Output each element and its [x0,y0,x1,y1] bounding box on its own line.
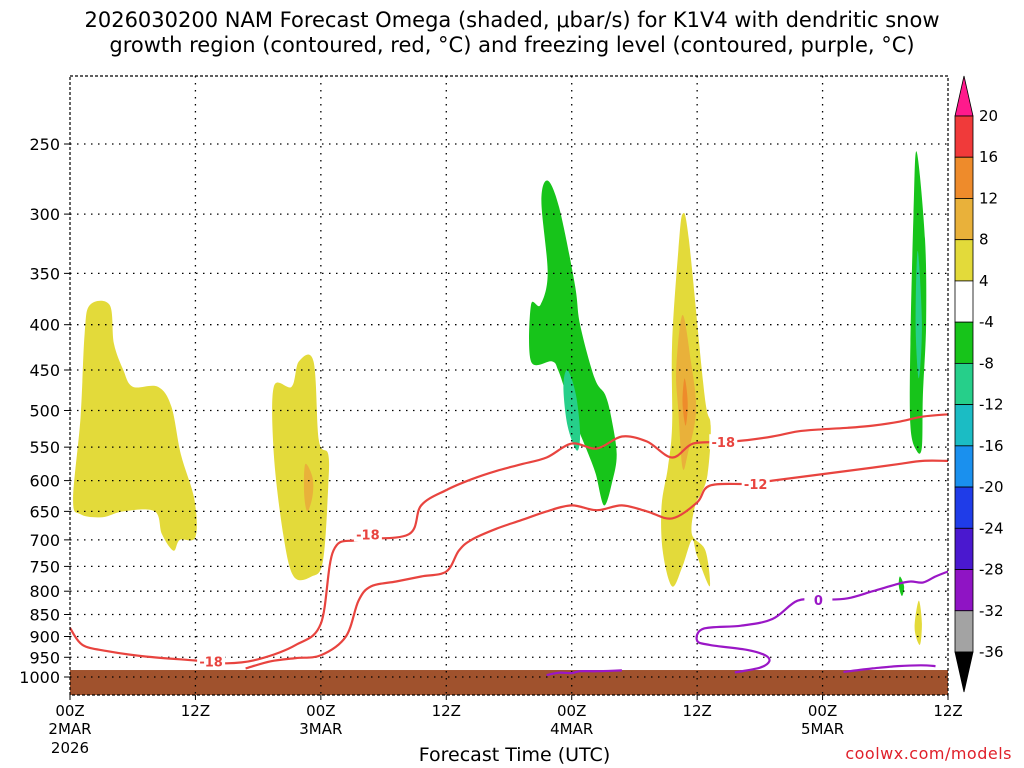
ytick-label-600: 600 [29,472,60,491]
colorbar-band-10 [954,527,974,570]
xtick-label-60: 12Z [682,702,711,720]
ytick-label-800: 800 [29,582,60,601]
colorbar-label-12: -32 [979,602,1004,620]
xtick-label-12: 12Z [181,702,210,720]
xtick-date-24: 3MAR [299,720,342,738]
colorbar-band-5 [954,321,974,364]
colorbar-label-1: 16 [979,148,998,166]
ground-layer [70,670,948,695]
plot-frame [69,75,949,696]
ytick-label-700: 700 [29,531,60,550]
title-line-2: growth region (contoured, red, °C) and f… [109,33,915,57]
colorbar-band-1 [954,156,974,199]
contour-dgz-minus12 [245,459,948,670]
colorbar-band-2 [954,198,974,241]
colorbar-label-6: -8 [979,354,994,372]
colorbar-label-0: 20 [979,107,998,125]
colorbar-label-2: 12 [979,189,998,207]
xtick-label-84: 12Z [933,702,962,720]
omega-region-rise-5mar-pm-low [914,600,922,645]
xtick-date-0: 2MAR [48,720,91,738]
colorbar-label-7: -12 [979,396,1004,414]
contour-label-dgz-minus18-0: -18 [199,655,223,670]
ground-fill [70,670,948,695]
xtick-date-72: 5MAR [801,720,844,738]
xtick-label-24: 00Z [306,702,335,720]
ytick-label-650: 650 [29,502,60,521]
omega-shading-layer [73,151,927,645]
omega-region-rise-2mar-late [272,354,330,581]
colorbar-band-6 [954,362,974,406]
omega-region-rise-2mar-early [73,300,197,551]
colorbar-label-8: -16 [979,437,1004,455]
contour-label-bg-dgz-minus18-2 [709,434,738,450]
chart-title: 2026030200 NAM Forecast Omega (shaded, μ… [0,8,1024,58]
ytick-label-550: 550 [29,438,60,457]
colorbar-band-9 [954,486,974,529]
contour-label-dgz-minus12-0: -12 [744,478,768,493]
colorbar-label-5: -4 [979,313,994,331]
axes-layer: 250 300 350 400 450 500 550 600 650 700 750 800 850 9… [19,75,963,757]
colorbar-label-4: 4 [979,272,989,290]
colorbar-band-11 [954,569,974,612]
contour-label-bg-dgz-minus18-1 [353,526,382,542]
contour-label-bg-freezing-level-0b-0 [804,591,833,607]
contour-dgz-minus18 [70,413,948,665]
colorbar-label-11: -28 [979,561,1004,579]
contour-freezing-level-0b [695,570,948,674]
contour-freezing-level-0 [546,669,622,677]
colorbar-cap-bottom [954,651,974,693]
omega-region-rise-4mar-pm-max [682,378,688,426]
colorbar-band-12 [954,610,974,653]
contour-layer: -18 -18 -18 -12 0 [70,413,948,677]
colorbar-label-10: -24 [979,519,1004,537]
omega-region-rise-2mar-late-core [303,463,314,512]
ytick-label-1000: 1000 [19,668,60,687]
contour-label-bg-dgz-minus18-0 [197,653,226,669]
contour-label-bg-dgz-minus12-0 [741,475,770,491]
ytick-label-750: 750 [29,557,60,576]
x-axis-label: Forecast Time (UTC) [418,744,611,766]
ytick-label-350: 350 [29,264,60,283]
xtick-label-36: 12Z [432,702,461,720]
ytick-label-850: 850 [29,606,60,625]
credit-text: coolwx.com/models [845,744,1012,763]
ytick-label-250: 250 [29,135,60,154]
ytick-label-500: 500 [29,402,60,421]
colorbar-band-0 [954,115,974,158]
contour-freezing-level-0c [843,664,936,674]
colorbar-band-4 [954,280,974,323]
colorbar-label-3: 8 [979,231,989,249]
omega-region-sink-4mar-upper [529,180,617,506]
colorbar-label-13: -36 [979,643,1004,661]
ytick-label-300: 300 [29,205,60,224]
ytick-label-400: 400 [29,316,60,335]
contour-label-freezing-level-0b-0: 0 [814,594,823,609]
ytick-label-450: 450 [29,361,60,380]
colorbar-cap-top [954,75,974,117]
colorbar: 20 16 12 8 4 -4 -8 -12 -16 -20 -24 -28 -32 -36 [954,75,1004,693]
contour-label-dgz-minus18-1: -18 [356,528,380,543]
xtick-date-48: 4MAR [550,720,593,738]
colorbar-label-9: -20 [979,478,1004,496]
colorbar-band-7 [954,404,974,447]
omega-region-sink-5mar-pm-core [915,250,922,379]
xtick-label-48: 00Z [557,702,586,720]
ytick-label-900: 900 [29,627,60,646]
colorbar-band-3 [954,239,974,282]
omega-region-sink-5mar-pm-low [898,576,905,596]
xtick-year-0: 2026 [51,739,89,757]
title-line-1: 2026030200 NAM Forecast Omega (shaded, μ… [84,8,940,32]
xtick-label-0: 00Z [55,702,84,720]
omega-region-sink-4mar-core [563,369,581,451]
ytick-label-950: 950 [29,648,60,667]
gridlines-layer [70,76,948,695]
contour-label-dgz-minus18-2: -18 [712,436,736,451]
xtick-label-72: 00Z [808,702,837,720]
colorbar-band-8 [954,445,974,488]
